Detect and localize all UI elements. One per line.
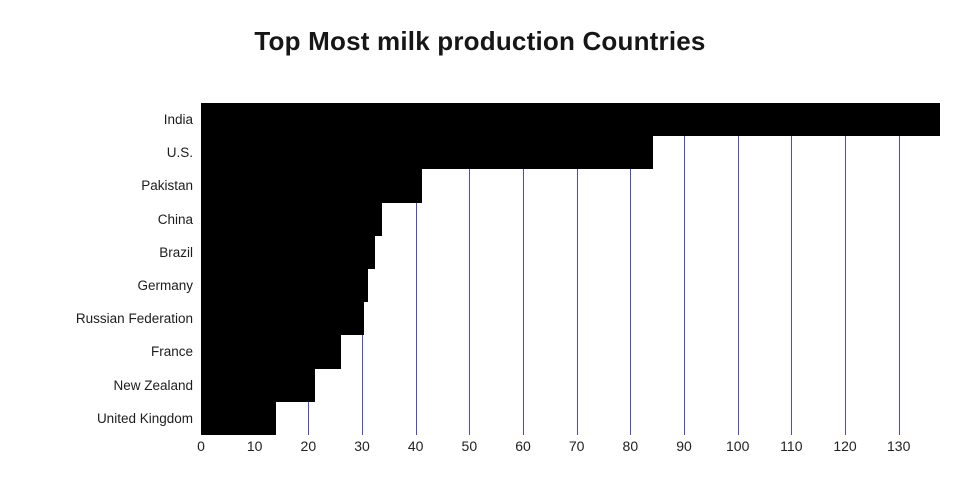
x-tick-label: 30: [354, 438, 370, 454]
gridline: [791, 103, 793, 435]
x-tick-label: 40: [407, 438, 424, 454]
gridline: [415, 103, 417, 435]
bar-new-zealand: [201, 368, 315, 402]
x-tick-label: 120: [833, 438, 857, 454]
bar-china: [201, 202, 383, 236]
bar-pakistan: [201, 169, 422, 203]
x-tick-label: 10: [246, 438, 263, 454]
bar-row: [201, 302, 940, 336]
bar-row: [201, 103, 940, 137]
x-tick-label: 20: [300, 438, 317, 454]
x-tick-label: 60: [515, 438, 531, 454]
bar-row: [201, 368, 940, 402]
gridline: [898, 103, 900, 435]
bar-row: [201, 335, 940, 369]
plot-area: [201, 103, 940, 435]
bar-germany: [201, 268, 368, 303]
gridline: [630, 103, 632, 435]
x-tick-label: 80: [622, 438, 639, 454]
x-tick-label: 50: [461, 438, 478, 454]
bar-row: [201, 401, 940, 435]
bar-brazil: [201, 235, 375, 269]
y-axis-labels: India U.S. Pakistan China Brazil Germany Russi…: [0, 103, 193, 435]
bar-row: [201, 268, 940, 303]
bar-united-kingdom: [201, 401, 276, 435]
chart-title: Top Most milk production Countries: [254, 26, 706, 56]
x-tick-label: 100: [725, 438, 750, 454]
x-tick-label: 70: [568, 438, 585, 454]
gridline: [576, 103, 578, 435]
bar-u-s-: [201, 136, 653, 170]
y-tick-label: Germany: [137, 277, 193, 293]
y-tick-label: Pakistan: [141, 178, 193, 194]
gridline: [523, 103, 524, 435]
bar-france: [201, 335, 342, 369]
bar-russian-federation: [201, 302, 364, 336]
y-tick-label: Russian Federation: [75, 311, 193, 327]
x-axis-labels: 0 10 20 30 40 50 60 70 80 90 100 110 120 130: [197, 438, 940, 460]
x-tick-label: 0: [197, 438, 205, 454]
x-tick-label: 130: [886, 438, 911, 454]
bar-row: [201, 202, 940, 236]
gridline: [684, 103, 685, 435]
gridline: [737, 103, 739, 435]
bar-row: [201, 235, 940, 269]
bar-india: [201, 103, 940, 137]
y-tick-label: Brazil: [159, 244, 193, 260]
gridline: [845, 103, 846, 435]
bar-row: [201, 136, 940, 170]
bar-row: [201, 169, 940, 203]
gridline: [469, 103, 471, 435]
x-tick-label: 110: [780, 438, 803, 454]
x-tick-label: 90: [676, 438, 692, 454]
y-tick-label: New Zealand: [113, 377, 193, 393]
y-tick-label: U.S.: [166, 145, 193, 161]
y-tick-label: India: [163, 112, 193, 127]
y-tick-label: France: [150, 344, 193, 360]
y-tick-label: United Kingdom: [96, 410, 193, 426]
y-tick-label: China: [157, 211, 193, 227]
